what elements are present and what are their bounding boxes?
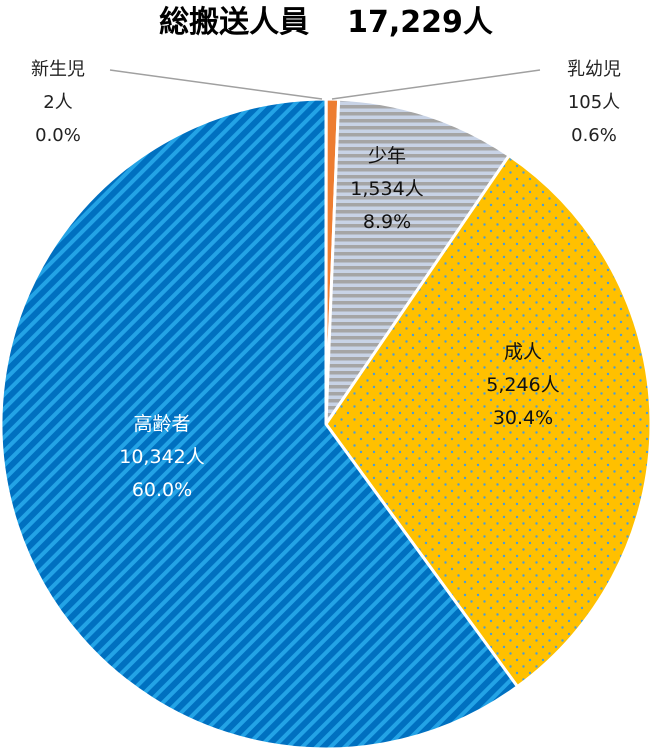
slice-label-2-percent: 8.9% <box>363 211 411 233</box>
slice-label-2-value: 1,534人 <box>350 178 423 200</box>
leader-line-0 <box>109 69 323 100</box>
slice-label-1-name: 乳幼児 <box>567 59 621 80</box>
slice-label-2-name: 少年 <box>368 145 406 167</box>
chart-title: 総搬送人員 17,229人 <box>159 5 493 40</box>
slice-label-0-value: 2人 <box>43 92 72 113</box>
slice-label-0-percent: 0.0% <box>35 125 81 146</box>
slice-label-3-percent: 30.4% <box>493 407 553 429</box>
slice-label-1-value: 105人 <box>568 92 620 113</box>
slice-label-4-percent: 60.0% <box>132 479 192 501</box>
slice-label-3-value: 5,246人 <box>486 374 559 396</box>
slice-label-0-name: 新生児 <box>31 59 85 80</box>
slice-label-3-name: 成人 <box>504 341 542 363</box>
slice-label-4-name: 高齢者 <box>133 413 190 435</box>
leader-line-1 <box>331 69 541 100</box>
slice-label-1-percent: 0.6% <box>571 125 617 146</box>
leader-lines <box>109 69 541 100</box>
chart-title-total: 17,229人 <box>347 5 493 40</box>
slice-labels: 新生児 2人 0.0% 乳幼児 105人 0.6% 少年 1,534人 8.9% 成人 5,246人… <box>31 59 621 501</box>
pie-slice-4 <box>0 97 519 751</box>
chart-title-label: 総搬送人員 <box>159 5 309 40</box>
pie-slice-2 <box>324 97 511 426</box>
slice-label-4-value: 10,342人 <box>119 446 204 468</box>
pie-slices <box>0 97 651 751</box>
